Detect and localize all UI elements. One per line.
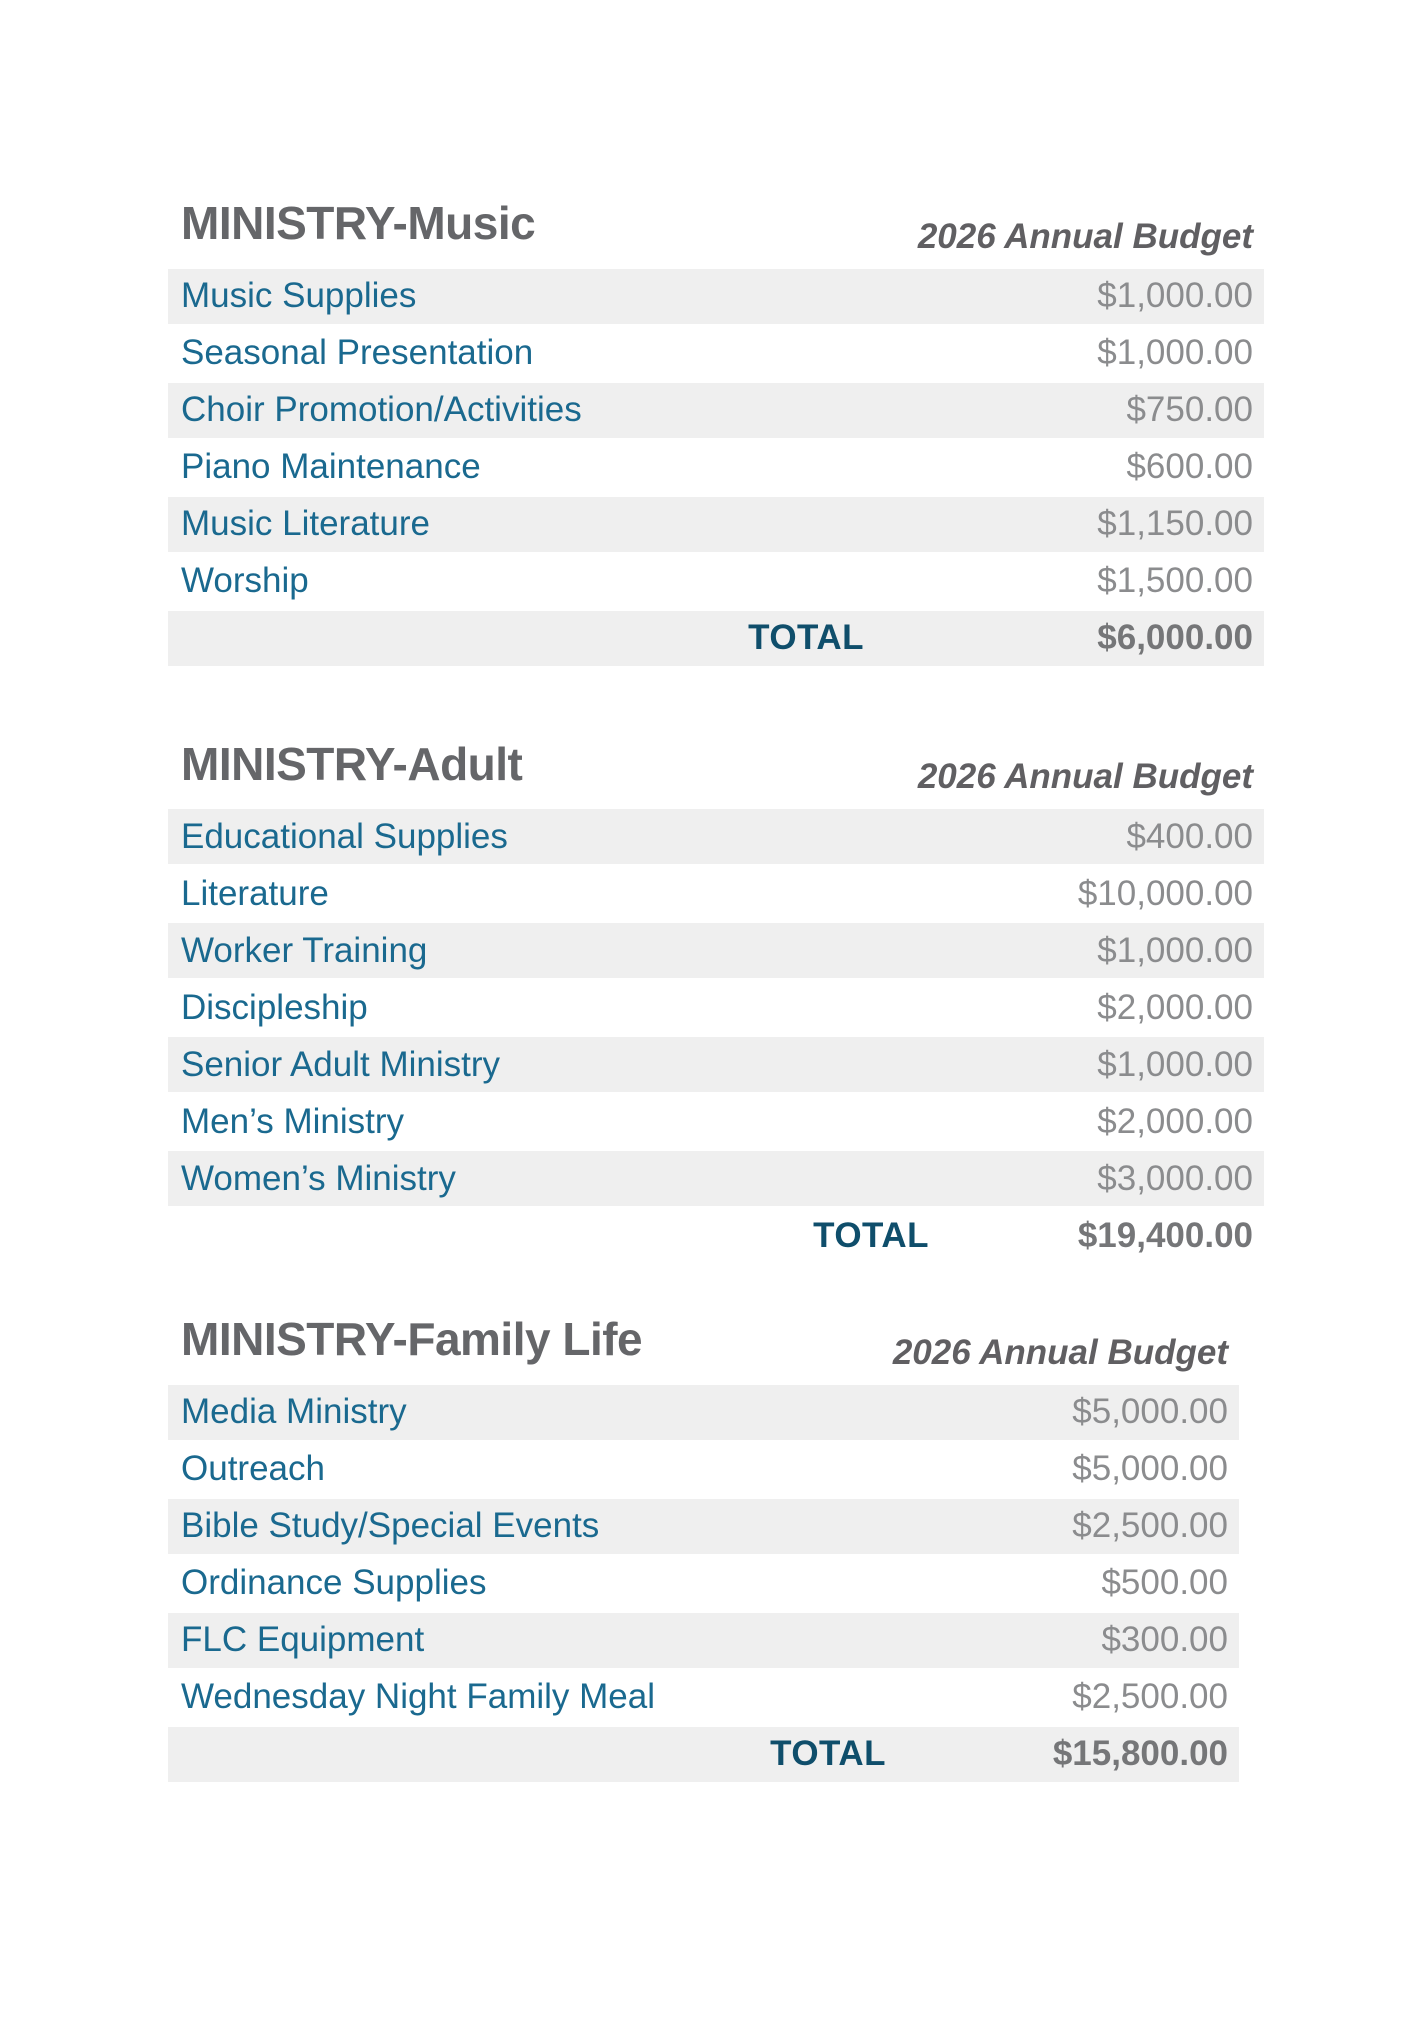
- section-header-row: MINISTRY-Family Life 2026 Annual Budget: [168, 1313, 1239, 1372]
- table-row: Music Supplies $1,000.00: [168, 267, 1264, 325]
- budget-item-amount: $3,000.00: [1097, 1158, 1253, 1198]
- table-row: Ordinance Supplies $500.00: [168, 1555, 1239, 1612]
- budget-item-amount: $400.00: [1126, 816, 1253, 856]
- budget-item-label: Discipleship: [181, 987, 368, 1027]
- total-amount: $15,800.00: [1052, 1734, 1228, 1774]
- section-title: MINISTRY-Adult: [181, 737, 523, 790]
- table-row: Music Literature $1,150.00: [168, 495, 1264, 553]
- budget-item-amount: $300.00: [1101, 1620, 1228, 1660]
- budget-item-amount: $1,000.00: [1097, 1044, 1253, 1084]
- budget-document-page: MINISTRY-Music 2026 Annual Budget Music …: [168, 197, 1264, 1783]
- budget-item-label: FLC Equipment: [181, 1620, 425, 1660]
- budget-item-label: Seasonal Presentation: [181, 333, 534, 373]
- table-row: Seasonal Presentation $1,000.00: [168, 325, 1264, 382]
- budget-table: Educational Supplies $400.00 Literature …: [168, 808, 1264, 1264]
- budget-item-label: Wednesday Night Family Meal: [181, 1677, 655, 1717]
- budget-item-amount: $5,000.00: [1072, 1449, 1228, 1489]
- table-row: Literature $10,000.00: [168, 865, 1264, 922]
- budget-item-amount: $1,000.00: [1097, 333, 1253, 373]
- budget-item-label: Bible Study/Special Events: [181, 1506, 600, 1546]
- table-row: Wednesday Night Family Meal $2,500.00: [168, 1669, 1239, 1726]
- table-row: Women’s Ministry $3,000.00: [168, 1150, 1264, 1208]
- total-row: TOTAL $6,000.00: [168, 609, 1264, 667]
- budget-item-label: Worship: [181, 561, 309, 601]
- section-ministry-adult: MINISTRY-Adult 2026 Annual Budget Educat…: [168, 737, 1264, 1265]
- budget-item-label: Piano Maintenance: [181, 447, 481, 487]
- budget-item-amount: $2,500.00: [1072, 1677, 1228, 1717]
- section-ministry-family-life: MINISTRY-Family Life 2026 Annual Budget …: [168, 1314, 1239, 1783]
- table-row: Men’s Ministry $2,000.00: [168, 1093, 1264, 1150]
- budget-item-amount: $10,000.00: [1077, 873, 1253, 913]
- budget-item-amount: $1,000.00: [1097, 276, 1253, 316]
- budget-item-amount: $1,500.00: [1097, 561, 1253, 601]
- budget-table: Music Supplies $1,000.00 Seasonal Presen…: [168, 267, 1264, 667]
- annual-budget-column-header: 2026 Annual Budget: [917, 216, 1253, 256]
- budget-item-amount: $2,000.00: [1097, 1101, 1253, 1141]
- total-row: TOTAL $15,800.00: [168, 1725, 1239, 1783]
- budget-item-label: Men’s Ministry: [181, 1101, 405, 1141]
- table-row: Choir Promotion/Activities $750.00: [168, 381, 1264, 439]
- budget-item-amount: $2,000.00: [1097, 987, 1253, 1027]
- budget-table: Media Ministry $5,000.00 Outreach $5,000…: [168, 1383, 1239, 1783]
- budget-item-label: Choir Promotion/Activities: [181, 390, 582, 430]
- table-row: Worship $1,500.00: [168, 553, 1264, 610]
- section-ministry-music: MINISTRY-Music 2026 Annual Budget Music …: [168, 197, 1264, 667]
- budget-item-label: Outreach: [181, 1449, 325, 1489]
- section-header-row: MINISTRY-Music 2026 Annual Budget: [168, 197, 1264, 255]
- budget-item-amount: $750.00: [1126, 390, 1253, 430]
- total-label: TOTAL: [813, 1215, 929, 1255]
- section-title: MINISTRY-Family Life: [181, 1313, 643, 1366]
- table-row: Worker Training $1,000.00: [168, 922, 1264, 980]
- budget-item-amount: $1,000.00: [1097, 930, 1253, 970]
- budget-item-amount: $5,000.00: [1072, 1392, 1228, 1432]
- budget-item-label: Worker Training: [181, 930, 428, 970]
- table-row: FLC Equipment $300.00: [168, 1611, 1239, 1669]
- annual-budget-column-header: 2026 Annual Budget: [917, 757, 1253, 797]
- budget-item-amount: $500.00: [1101, 1563, 1228, 1603]
- budget-item-amount: $1,150.00: [1097, 504, 1253, 544]
- table-row: Media Ministry $5,000.00: [168, 1383, 1239, 1441]
- total-label: TOTAL: [770, 1734, 886, 1774]
- total-amount: $19,400.00: [1077, 1215, 1253, 1255]
- table-row: Bible Study/Special Events $2,500.00: [168, 1497, 1239, 1555]
- table-row: Educational Supplies $400.00: [168, 808, 1264, 866]
- budget-item-label: Media Ministry: [181, 1392, 407, 1432]
- budget-item-label: Ordinance Supplies: [181, 1563, 487, 1603]
- table-row: Outreach $5,000.00: [168, 1441, 1239, 1498]
- budget-item-label: Women’s Ministry: [181, 1158, 456, 1198]
- budget-item-label: Literature: [181, 873, 329, 913]
- budget-item-amount: $2,500.00: [1072, 1506, 1228, 1546]
- table-row: Piano Maintenance $600.00: [168, 439, 1264, 496]
- table-row: Discipleship $2,000.00: [168, 979, 1264, 1036]
- budget-item-label: Senior Adult Ministry: [181, 1044, 501, 1084]
- budget-item-label: Music Supplies: [181, 276, 417, 316]
- annual-budget-column-header: 2026 Annual Budget: [892, 1332, 1228, 1372]
- total-amount: $6,000.00: [1097, 618, 1253, 658]
- total-row: TOTAL $19,400.00: [168, 1207, 1264, 1264]
- budget-item-label: Educational Supplies: [181, 816, 508, 856]
- budget-item-amount: $600.00: [1126, 447, 1253, 487]
- total-label: TOTAL: [748, 618, 864, 658]
- section-header-row: MINISTRY-Adult 2026 Annual Budget: [168, 737, 1264, 796]
- section-title: MINISTRY-Music: [181, 197, 536, 249]
- table-row: Senior Adult Ministry $1,000.00: [168, 1036, 1264, 1094]
- budget-item-label: Music Literature: [181, 504, 430, 544]
